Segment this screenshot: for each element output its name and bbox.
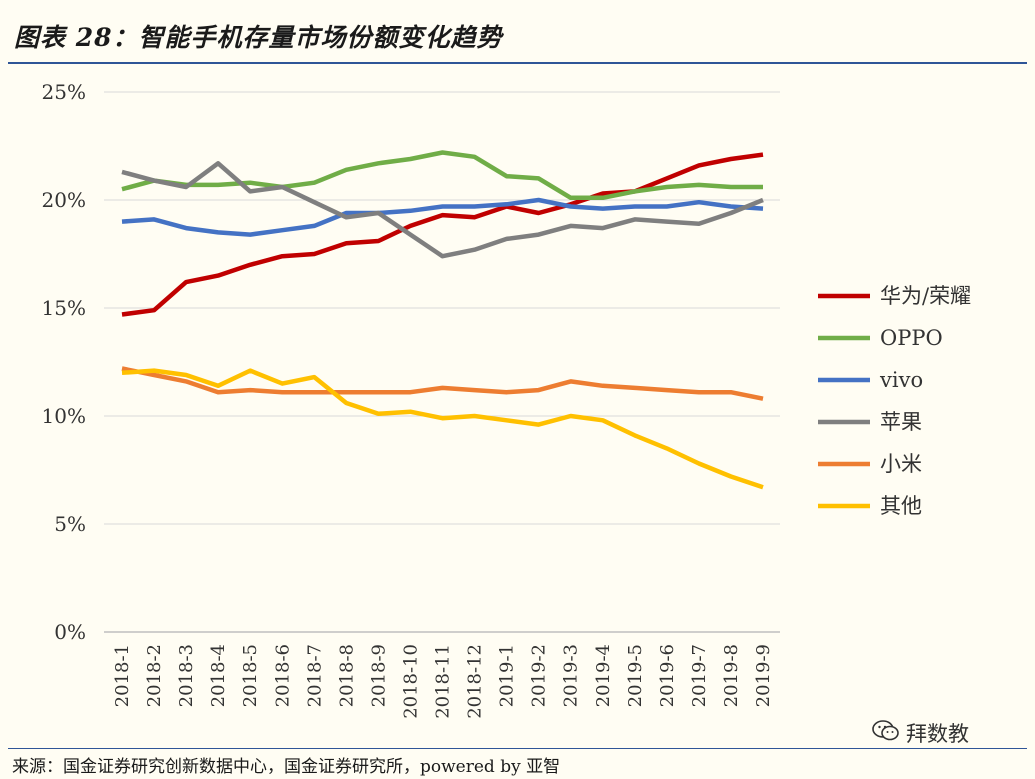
legend-label: 小米 (880, 452, 922, 476)
legend-label: 其他 (880, 494, 922, 518)
wechat-icon (872, 719, 900, 747)
x-tick-label: 2019-4 (593, 644, 614, 707)
x-tick-label: 2019-9 (753, 644, 774, 707)
series-line (121, 150, 763, 201)
x-tick-label: 2019-1 (497, 644, 518, 707)
x-tick-label: 2018-3 (176, 644, 197, 707)
series-line (121, 368, 764, 490)
series-line (121, 161, 764, 259)
source-rule (8, 748, 1027, 749)
y-tick-label: 0% (54, 620, 86, 644)
y-tick-label: 5% (54, 512, 86, 536)
source-note: 来源：国金证券研究创新数据中心，国金证券研究所，powered by 亚智 (12, 757, 561, 777)
legend-label: vivo (879, 368, 923, 392)
legend-label: 华为/荣耀 (880, 284, 971, 308)
x-tick-label: 2018-4 (208, 644, 229, 707)
series-line (121, 366, 764, 401)
x-tick-label: 2018-6 (272, 644, 293, 707)
y-axis-ticks: 0% 5% 10% 15% 20% 25% (42, 80, 86, 644)
y-tick-label: 15% (42, 296, 86, 320)
title-rule (8, 62, 1027, 64)
x-axis-ticks: 2018-1 2018-2 2018-3 2018-4 2018-5 2018-6 2018… (112, 644, 774, 719)
x-tick-label: 2019-8 (721, 644, 742, 707)
figure-title: 图表 28：智能手机存量市场份额变化趋势 (14, 23, 503, 52)
x-tick-label: 2018-10 (400, 644, 421, 719)
x-tick-label: 2018-1 (112, 644, 133, 707)
x-tick-label: 2018-7 (304, 644, 325, 707)
series-line (121, 152, 764, 317)
x-tick-label: 2018-2 (144, 644, 165, 707)
y-tick-label: 10% (42, 404, 86, 428)
x-tick-label: 2019-5 (625, 644, 646, 707)
x-tick-label: 2019-3 (561, 644, 582, 707)
watermark-text: 拜数教 (906, 722, 969, 746)
x-tick-label: 2019-6 (657, 644, 678, 707)
watermark: 拜数教 (872, 718, 969, 748)
x-tick-label: 2019-2 (529, 644, 550, 707)
x-tick-label: 2019-7 (689, 644, 710, 707)
y-tick-label: 20% (42, 188, 86, 212)
grid-lines (104, 91, 780, 633)
x-tick-label: 2018-8 (336, 644, 357, 707)
legend-label: 苹果 (880, 410, 922, 434)
x-tick-label: 2018-11 (433, 644, 454, 719)
y-tick-label: 25% (42, 80, 86, 104)
series-lines (121, 150, 764, 490)
x-tick-label: 2018-5 (240, 644, 261, 707)
legend-label: OPPO (880, 326, 943, 350)
x-tick-label: 2018-9 (368, 644, 389, 707)
series-line (121, 197, 764, 237)
x-tick-label: 2018-12 (465, 644, 486, 719)
